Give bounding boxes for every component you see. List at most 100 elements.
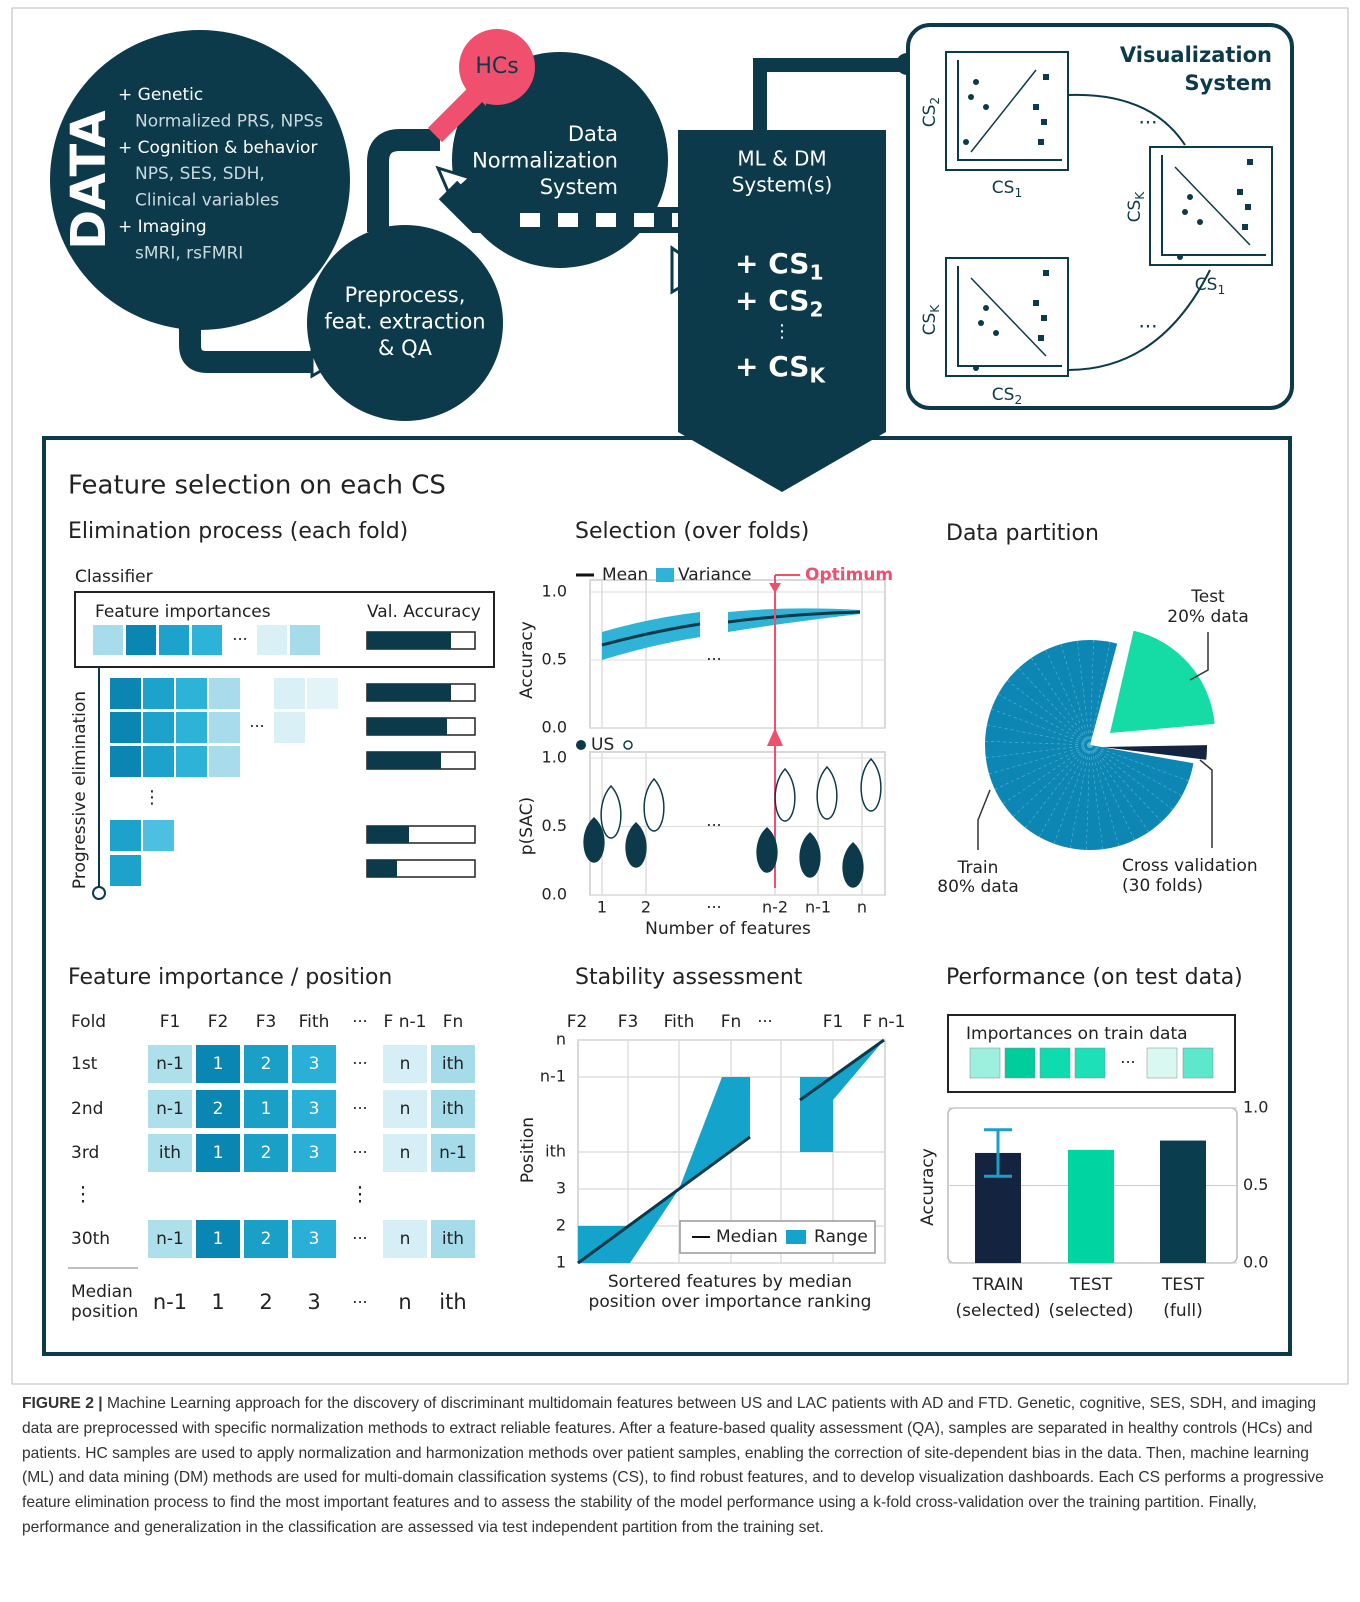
violin xyxy=(583,816,605,863)
table-cell xyxy=(148,1134,192,1172)
table-cell xyxy=(196,1220,240,1258)
table-cell xyxy=(383,1134,427,1172)
feature-square xyxy=(1039,1047,1071,1079)
ellipsis: ··· xyxy=(352,1012,367,1031)
column-header: Fn xyxy=(443,1012,464,1032)
feature-square xyxy=(110,712,141,743)
violin xyxy=(799,831,821,878)
connector xyxy=(179,318,318,373)
mini-dot xyxy=(963,139,969,145)
viz-title: System xyxy=(1185,71,1272,95)
x-tick-label: (full) xyxy=(1163,1301,1202,1321)
mini-square xyxy=(1237,189,1243,195)
x-tick-label: n-2 xyxy=(762,898,788,917)
feature-square xyxy=(126,625,156,655)
data-detail: sMRI, rsFMRI xyxy=(135,243,243,263)
cell-value: n xyxy=(400,1099,411,1119)
label-base: + CS xyxy=(735,284,809,317)
ellipsis: ··· xyxy=(706,816,721,835)
label-base: + CS xyxy=(735,350,809,383)
legend-box xyxy=(679,1220,876,1254)
mini-axis xyxy=(1161,155,1266,256)
median-value: n xyxy=(398,1290,411,1314)
data-detail: NPS, SES, SDH, xyxy=(135,164,265,184)
test-wedge xyxy=(1110,630,1215,733)
preprocess-circle xyxy=(307,225,503,421)
cell-value: 2 xyxy=(213,1099,224,1119)
feature-square xyxy=(93,625,123,655)
legend-label: Range xyxy=(814,1227,868,1247)
mini-dot xyxy=(1177,254,1183,260)
connector xyxy=(753,58,905,132)
ellipsis: ··· xyxy=(1120,1053,1135,1072)
viz-axis-label: CSK xyxy=(1125,191,1147,223)
cell-value: 2 xyxy=(261,1054,272,1074)
ml-component: + CS2 xyxy=(735,284,823,321)
label: Feature importances xyxy=(95,602,271,622)
mini-square xyxy=(1033,300,1039,306)
hc-arrow xyxy=(427,87,483,143)
x-tick-label: (selected) xyxy=(955,1301,1040,1321)
table-cell xyxy=(292,1045,336,1083)
viz-arc xyxy=(1067,93,1186,146)
ellipsis: ... xyxy=(1138,105,1157,129)
vdots: ⋮ xyxy=(773,321,791,342)
optimum-arrow xyxy=(767,728,783,746)
table-cell xyxy=(244,1134,288,1172)
table-cell xyxy=(292,1134,336,1172)
mini-axis xyxy=(957,266,1062,367)
axis-label: Progressive elimination xyxy=(70,691,90,889)
feature-square xyxy=(209,678,240,709)
ml-system-box xyxy=(678,130,886,492)
median-value: 3 xyxy=(307,1290,320,1314)
cell-value: 1 xyxy=(213,1229,224,1249)
mini-plot xyxy=(1149,146,1273,266)
variance-band xyxy=(602,612,700,660)
elimination-axis-end xyxy=(92,886,106,900)
label: Median xyxy=(71,1282,133,1302)
ml-component: + CS1 xyxy=(735,247,823,284)
column-header: F3 xyxy=(256,1012,277,1032)
legend-label: Variance xyxy=(678,565,751,585)
table-cell xyxy=(196,1134,240,1172)
row-label: 3rd xyxy=(71,1143,99,1163)
cell-value: ith xyxy=(442,1054,464,1074)
y-tick-label: 0.5 xyxy=(542,650,567,669)
mini-dot xyxy=(978,320,984,326)
mini-plot xyxy=(945,51,1069,171)
table-cell xyxy=(196,1090,240,1128)
y-tick-label: 1.0 xyxy=(1243,1098,1268,1117)
label: Test xyxy=(1190,587,1225,607)
table-cell xyxy=(244,1045,288,1083)
legend-label: Median xyxy=(716,1227,778,1247)
cell-value: n-1 xyxy=(156,1229,184,1249)
axis-label: Accuracy xyxy=(918,1148,938,1226)
column-header: F1 xyxy=(160,1012,181,1032)
mean-line xyxy=(727,610,861,624)
axis-label: p(SAC) xyxy=(517,797,537,855)
mini-plot xyxy=(945,257,1069,377)
violin xyxy=(860,757,882,812)
column-header: Fith xyxy=(299,1012,330,1032)
mini-square xyxy=(1245,204,1251,210)
x-tick-label: TEST xyxy=(1069,1275,1113,1295)
y-tick-label: 0.5 xyxy=(1243,1175,1268,1194)
feature-square xyxy=(1182,1047,1214,1079)
normalization-label: Data xyxy=(568,122,618,146)
mini-square xyxy=(1043,270,1049,276)
ml-title: System(s) xyxy=(732,173,833,197)
y-tick-label: ith xyxy=(545,1142,566,1161)
y-tick-label: 2 xyxy=(556,1216,566,1235)
feature-square xyxy=(290,625,320,655)
legend-swatch xyxy=(786,1230,806,1244)
feature-square xyxy=(110,746,141,777)
axis-label: Position xyxy=(518,1117,538,1183)
cell-value: 1 xyxy=(261,1099,272,1119)
x-tick-label: 2 xyxy=(641,898,651,917)
table-cell xyxy=(431,1134,475,1172)
table-cell xyxy=(244,1090,288,1128)
median-line xyxy=(577,1038,885,1265)
label-subscript: 1 xyxy=(1014,186,1022,200)
label-base: CS xyxy=(992,385,1015,405)
legend-swatch xyxy=(656,568,674,582)
